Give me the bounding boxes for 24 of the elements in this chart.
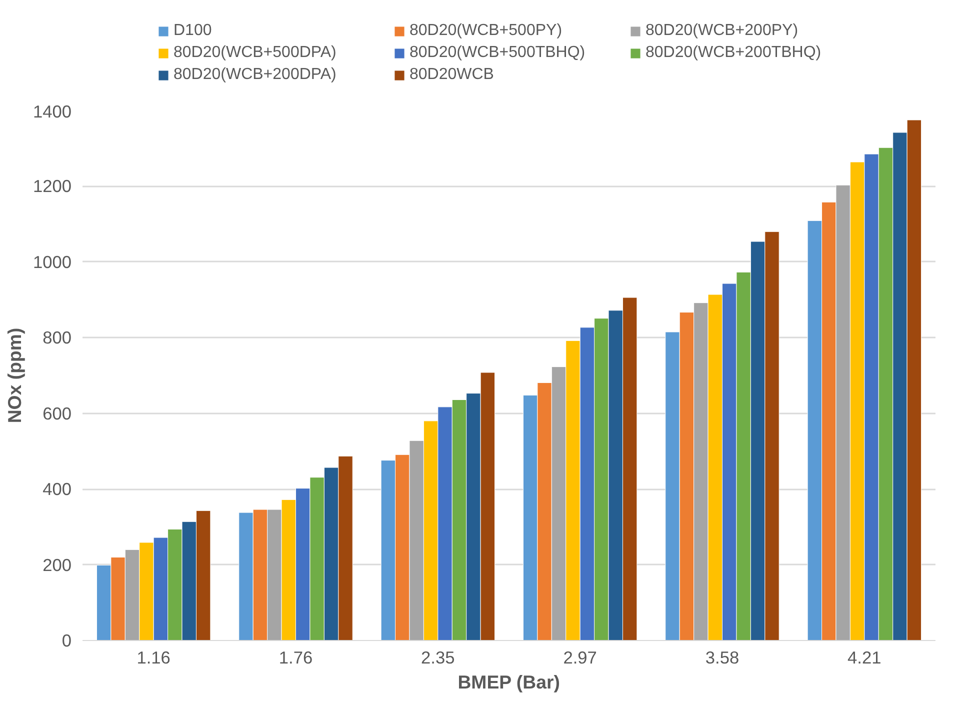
y-tick-label: 600 (42, 403, 72, 424)
y-tick-label: 0 (62, 630, 72, 650)
legend-label: 80D20(WCB+200PY) (646, 22, 800, 40)
x-tick-label: 4.21 (848, 648, 882, 668)
x-tick-label: 3.58 (705, 648, 740, 668)
y-tick-label: 800 (42, 328, 72, 348)
x-tick-label: 2.35 (421, 648, 455, 668)
x-axis-title: BMEP (Bar) (458, 672, 560, 692)
y-tick-label: 400 (42, 479, 72, 500)
legend-label: D100 (174, 22, 213, 40)
legend-label: 80D20(WCB+500TBHQ) (410, 44, 586, 62)
legend-label: 80D20(WCB+200DPA) (174, 66, 338, 84)
x-tick-label: 1.76 (278, 648, 313, 668)
legend-label: 80D20(WCB+200TBHQ) (646, 44, 822, 62)
legend-label: 80D20(WCB+500PY) (410, 22, 564, 40)
y-axis-title: NOx (ppm) (4, 328, 25, 424)
y-tick-label: 200 (42, 554, 72, 575)
y-tick-label: 1200 (32, 176, 72, 196)
y-tick-label: 1400 (32, 102, 72, 122)
legend-label: 80D20(WCB+500DPA) (174, 44, 338, 62)
y-tick-label: 1000 (32, 252, 72, 272)
legend-label: 80D20WCB (410, 66, 495, 84)
x-tick-label: 2.97 (563, 648, 597, 668)
x-tick-label: 1.16 (136, 648, 170, 668)
